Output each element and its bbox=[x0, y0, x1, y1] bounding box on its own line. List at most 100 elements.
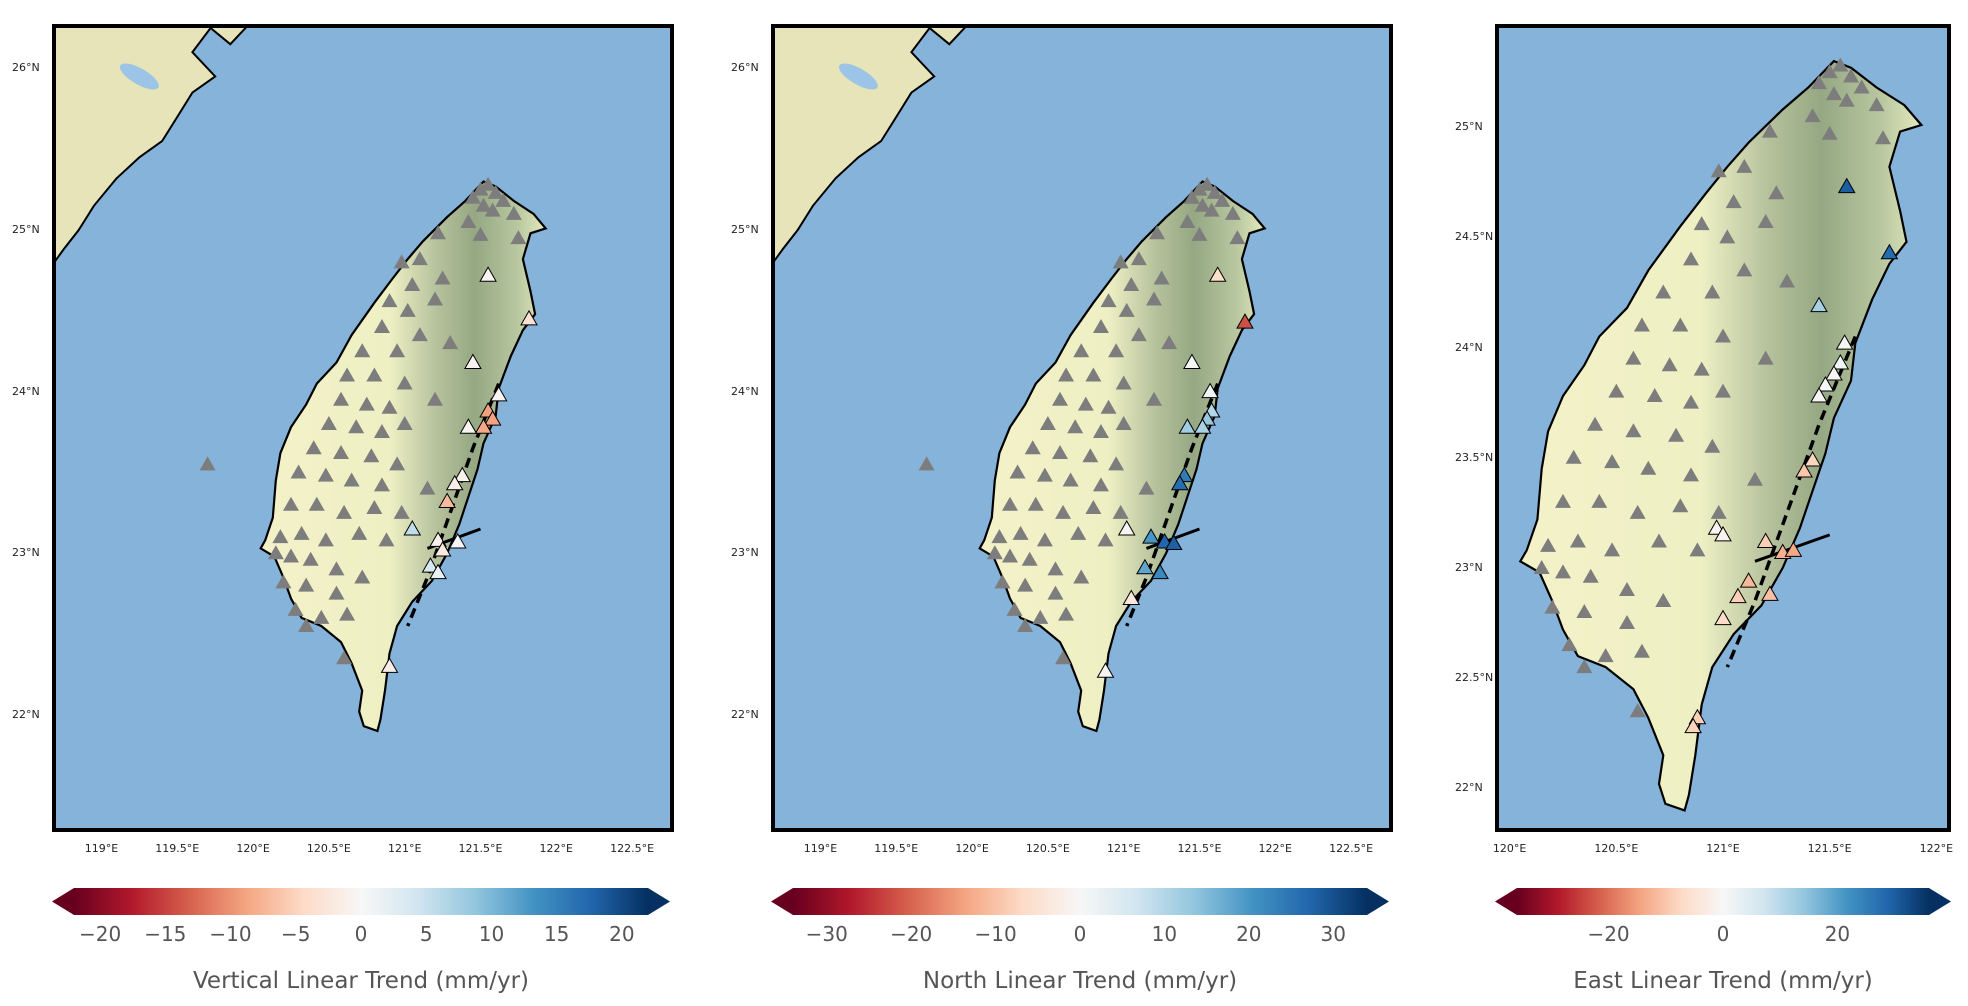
colorbar-tick: 0 bbox=[354, 922, 368, 946]
station-colored bbox=[1810, 296, 1828, 313]
station-gray bbox=[373, 424, 390, 439]
station-gray bbox=[1704, 438, 1721, 453]
station-gray bbox=[411, 327, 428, 342]
station-colored bbox=[1825, 364, 1843, 381]
station-gray bbox=[343, 472, 360, 487]
station-gray bbox=[1555, 493, 1571, 508]
station-colored bbox=[433, 541, 452, 557]
station-gray bbox=[1761, 123, 1778, 138]
station-gray bbox=[1073, 343, 1090, 358]
station-gray bbox=[1183, 189, 1200, 204]
station-gray bbox=[1555, 564, 1571, 579]
station-gray bbox=[1024, 440, 1041, 455]
station-gray bbox=[1191, 181, 1208, 196]
station-gray bbox=[1868, 97, 1885, 112]
station-gray bbox=[1012, 525, 1029, 540]
station-gray bbox=[1715, 383, 1731, 398]
station-colored bbox=[453, 466, 472, 483]
station-gray bbox=[1047, 585, 1064, 600]
station-gray bbox=[1092, 318, 1109, 333]
colorbar-label-east: East Linear Trend (mm/yr) bbox=[1573, 968, 1873, 994]
station-gray bbox=[1629, 703, 1646, 718]
colorbar-tick: 5 bbox=[419, 922, 433, 946]
taiwan-island bbox=[1518, 59, 1924, 812]
station-gray bbox=[1206, 184, 1223, 199]
station-gray bbox=[1017, 577, 1034, 592]
station-gray bbox=[1569, 533, 1586, 548]
station-gray bbox=[1146, 291, 1163, 306]
station-colored bbox=[1831, 353, 1850, 370]
station-colored bbox=[1122, 589, 1141, 606]
station-gray bbox=[1629, 504, 1646, 519]
station-gray bbox=[381, 399, 398, 414]
colorbar-tick: −30 bbox=[805, 922, 848, 946]
lon-tick: 120.5°E bbox=[1025, 842, 1070, 855]
colorbar-tick: 15 bbox=[543, 922, 570, 946]
station-gray bbox=[1097, 532, 1114, 547]
station-gray bbox=[1587, 416, 1603, 431]
colorbar-extend-max bbox=[648, 888, 670, 915]
station-gray bbox=[1736, 262, 1753, 277]
station-gray bbox=[427, 391, 444, 406]
station-colored bbox=[1183, 353, 1201, 370]
map-north[interactable] bbox=[771, 24, 1393, 832]
station-gray bbox=[1130, 251, 1147, 266]
station-gray bbox=[1006, 601, 1023, 616]
lat-tick: 26°N bbox=[731, 61, 759, 75]
station-gray bbox=[918, 456, 935, 471]
station-colored bbox=[429, 563, 447, 580]
station-colored bbox=[1208, 266, 1227, 282]
station-gray bbox=[1073, 569, 1090, 584]
station-gray bbox=[1747, 471, 1763, 486]
station-gray bbox=[1689, 542, 1706, 557]
station-colored bbox=[1096, 662, 1115, 678]
lat-tick: 23°N bbox=[731, 546, 759, 560]
colorbar-extend-max bbox=[1929, 888, 1951, 915]
station-gray bbox=[472, 226, 489, 241]
station-gray bbox=[505, 205, 522, 220]
station-colored bbox=[1880, 243, 1899, 260]
station-gray bbox=[480, 176, 497, 191]
map-vertical[interactable] bbox=[52, 24, 674, 832]
station-gray bbox=[411, 251, 428, 266]
station-gray bbox=[1540, 537, 1557, 552]
mainland-coast bbox=[56, 28, 247, 262]
station-colored bbox=[1714, 609, 1732, 626]
station-gray bbox=[1725, 194, 1742, 209]
colorbar-extend-max bbox=[1367, 888, 1389, 915]
station-gray bbox=[484, 202, 501, 217]
lon-tick: 120°E bbox=[236, 842, 270, 855]
colorbar-svg bbox=[52, 888, 670, 915]
station-gray bbox=[328, 561, 345, 576]
station-gray bbox=[298, 577, 315, 592]
station-gray bbox=[1655, 284, 1672, 299]
station-gray bbox=[1138, 480, 1155, 495]
station-gray bbox=[1561, 637, 1578, 652]
station-gray bbox=[1646, 388, 1663, 403]
station-colored bbox=[464, 353, 482, 370]
colorbar-tick: 0 bbox=[1716, 922, 1730, 946]
station-gray bbox=[378, 532, 395, 547]
station-gray bbox=[389, 343, 406, 358]
station-gray bbox=[1112, 254, 1129, 269]
station-gray bbox=[1092, 424, 1109, 439]
station-gray bbox=[1576, 659, 1593, 674]
station-gray bbox=[317, 467, 334, 482]
station-gray bbox=[1108, 456, 1125, 471]
colorbar-tick: 0 bbox=[1073, 922, 1087, 946]
station-gray bbox=[313, 609, 330, 624]
map-canvas bbox=[56, 28, 548, 733]
lon-tick: 120.5°E bbox=[306, 842, 351, 855]
station-colored bbox=[1784, 541, 1803, 557]
station-colored bbox=[1201, 382, 1219, 399]
lat-tick: 25°N bbox=[731, 223, 759, 237]
station-gray bbox=[1710, 504, 1727, 519]
station-gray bbox=[1704, 284, 1721, 299]
station-gray bbox=[1085, 500, 1102, 514]
station-gray bbox=[267, 545, 284, 560]
lon-tick: 122.5°E bbox=[1329, 842, 1374, 855]
station-gray bbox=[442, 335, 459, 350]
map-east[interactable] bbox=[1495, 24, 1951, 832]
station-gray bbox=[1608, 383, 1625, 398]
station-gray bbox=[1112, 504, 1129, 519]
